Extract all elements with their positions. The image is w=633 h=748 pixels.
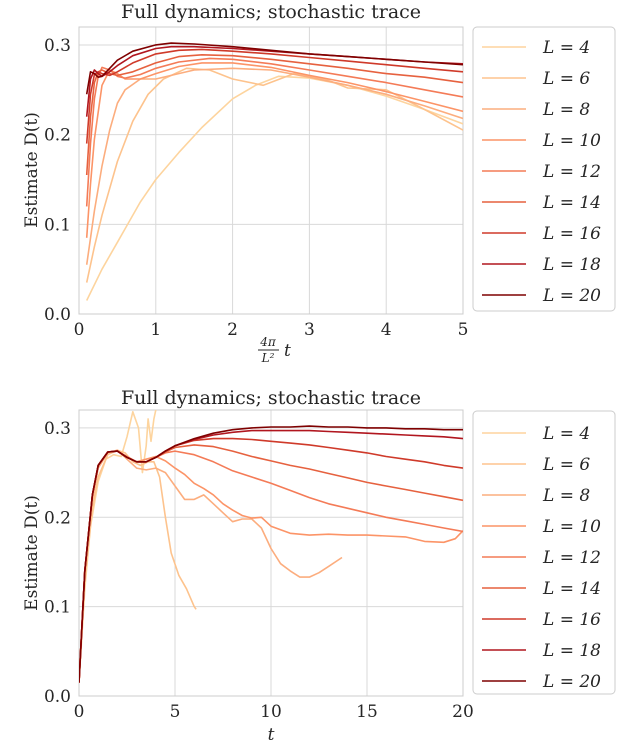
top-legend-label: L = 6 — [542, 69, 590, 89]
top-x-label-variable: t — [284, 341, 291, 361]
bottom-chart-title: Full dynamics; stochastic trace — [121, 387, 421, 409]
bottom-grid — [78, 410, 464, 697]
bottom-legend-entry: L = 20 — [482, 672, 601, 692]
top-x-tick-label: 4 — [381, 320, 392, 340]
bottom-y-tick-label: 0.3 — [44, 419, 71, 439]
bottom-legend-label: L = 14 — [542, 579, 601, 599]
top-legend-entry: L = 8 — [482, 100, 590, 120]
bottom-x-axis-label: t — [268, 725, 275, 745]
bottom-y-tick-label: 0.2 — [44, 508, 71, 528]
bottom-y-axis-label: Estimate D(t) — [22, 495, 42, 611]
top-x-label-denominator: L² — [261, 351, 275, 365]
top-chart-title: Full dynamics; stochastic trace — [121, 1, 421, 23]
bottom-legend-label: L = 4 — [542, 424, 590, 444]
top-legend-label: L = 10 — [542, 131, 601, 151]
bottom-legend-entry: L = 14 — [482, 579, 601, 599]
bottom-legend-entry: L = 8 — [482, 486, 590, 506]
bottom-legend-label: L = 8 — [542, 486, 590, 506]
bottom-x-tick-label: 20 — [452, 702, 474, 722]
top-y-axis-label: Estimate D(t) — [22, 112, 42, 228]
top-series-line-l8 — [85, 67, 463, 265]
bottom-legend-entry: L = 6 — [482, 455, 590, 475]
bottom-plot-frame — [78, 409, 464, 697]
bottom-x-tick-label: 0 — [74, 702, 85, 722]
bottom-legend-label: L = 18 — [542, 641, 601, 661]
top-legend-label: L = 4 — [542, 38, 590, 58]
bottom-series-line-l20 — [79, 425, 463, 683]
bottom-legend-entry: L = 18 — [482, 641, 601, 661]
top-legend-label: L = 14 — [542, 193, 601, 213]
bottom-x-tick-label: 5 — [170, 702, 181, 722]
top-series-line-l20 — [85, 42, 463, 95]
top-y-tick-label: 0.3 — [44, 36, 71, 56]
chart-bottom: 0 5 10 15 20 0.0 0.1 0.2 0.3 Full dynamics; stoc… — [22, 387, 616, 745]
top-series-line-l10 — [85, 62, 463, 238]
top-x-tick-label: 5 — [458, 320, 469, 340]
top-legend-label: L = 20 — [542, 286, 601, 306]
top-legend: L = 4 L = 6 L = 8 L = 10 L = 12 L = 14 L = 16 L… — [472, 26, 616, 312]
bottom-legend-entry: L = 10 — [482, 517, 601, 537]
top-legend-entry: L = 16 — [482, 224, 601, 244]
top-x-axis-label: 4π L² t — [258, 335, 291, 365]
bottom-series-lines — [79, 410, 463, 683]
top-x-tick-label: 1 — [150, 320, 161, 340]
top-x-tick-label: 3 — [304, 320, 315, 340]
top-x-label-numerator: 4π — [259, 335, 277, 349]
top-legend-entry: L = 12 — [482, 162, 601, 182]
top-y-tick-label: 0.0 — [44, 305, 71, 325]
top-legend-entry: L = 18 — [482, 255, 601, 275]
top-legend-entry: L = 10 — [482, 131, 601, 151]
top-y-tick-label: 0.2 — [44, 126, 71, 146]
bottom-legend-entry: L = 12 — [482, 548, 601, 568]
bottom-tick-labels: 0 5 10 15 20 0.0 0.1 0.2 0.3 — [44, 419, 474, 722]
top-x-tick-label: 0 — [74, 320, 85, 340]
top-legend-label: L = 18 — [542, 255, 601, 275]
bottom-legend-entry: L = 4 — [482, 424, 590, 444]
bottom-legend-label: L = 6 — [542, 455, 590, 475]
bottom-x-tick-label: 10 — [260, 702, 282, 722]
chart-top: 0 1 2 3 4 5 0.0 0.1 0.2 0.3 Full dynamics; stocha… — [22, 1, 616, 365]
top-legend-entry: L = 4 — [482, 38, 590, 58]
bottom-legend: L = 4 L = 6 L = 8 L = 10 L = 12 L = 14 L = 16 L… — [472, 410, 616, 695]
top-plot-frame — [78, 26, 464, 315]
bottom-legend-label: L = 12 — [542, 548, 601, 568]
bottom-legend-label: L = 20 — [542, 672, 601, 692]
bottom-legend-label: L = 16 — [542, 610, 601, 630]
top-y-tick-label: 0.1 — [44, 215, 71, 235]
bottom-legend-label: L = 10 — [542, 517, 601, 537]
bottom-x-tick-label: 15 — [356, 702, 378, 722]
top-legend-entry: L = 14 — [482, 193, 601, 213]
top-series-lines — [85, 42, 463, 301]
top-x-tick-label: 2 — [227, 320, 238, 340]
top-legend-label: L = 12 — [542, 162, 601, 182]
bottom-legend-frame — [472, 410, 616, 695]
bottom-series-line-l4 — [79, 410, 157, 683]
bottom-series-line-l8 — [79, 449, 343, 683]
top-legend-entry: L = 6 — [482, 69, 590, 89]
bottom-y-tick-label: 0.0 — [44, 687, 71, 707]
top-legend-label: L = 8 — [542, 100, 590, 120]
bottom-series-line-l6 — [79, 449, 197, 683]
bottom-legend-entry: L = 16 — [482, 610, 601, 630]
top-legend-frame — [472, 26, 616, 312]
top-legend-label: L = 16 — [542, 224, 601, 244]
top-legend-entry: L = 20 — [482, 286, 601, 306]
top-series-line-l4 — [85, 75, 463, 301]
bottom-y-tick-label: 0.1 — [44, 598, 71, 618]
top-tick-labels: 0 1 2 3 4 5 0.0 0.1 0.2 0.3 — [44, 36, 468, 340]
